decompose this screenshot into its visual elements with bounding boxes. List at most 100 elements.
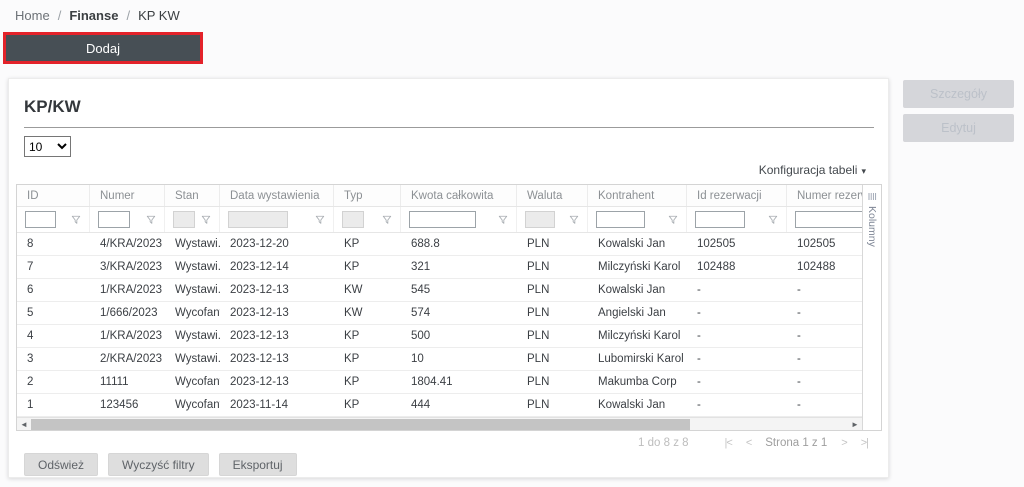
column-header-kontrahent[interactable]: Kontrahent	[588, 185, 687, 206]
edit-button[interactable]: Edytuj	[903, 114, 1014, 142]
cell-id: 2	[27, 376, 34, 388]
cell-typ: KP	[344, 376, 360, 388]
column-header-stan[interactable]: Stan	[165, 185, 220, 206]
filter-input-id-rezerwacji[interactable]	[695, 211, 745, 228]
cell-id-rezerwacji: -	[697, 284, 701, 296]
cell-data: 2023-12-13	[230, 330, 289, 342]
filter-funnel-icon[interactable]	[768, 215, 778, 225]
cell-stan: Wystawi...	[175, 284, 220, 296]
cell-stan: Wystawi...	[175, 353, 220, 365]
filter-cell-numer-rezerwacji	[787, 207, 862, 232]
breadcrumb-separator: /	[57, 8, 62, 23]
cell-stan: Wycofany	[175, 399, 220, 411]
filter-input-kwota[interactable]	[409, 211, 477, 228]
filter-cell-id	[17, 207, 90, 232]
cell-kontrahent: Makumba Corp	[598, 376, 677, 388]
filter-funnel-icon[interactable]	[315, 215, 325, 225]
cell-id: 3	[27, 353, 34, 365]
prev-page-icon[interactable]: <	[745, 437, 753, 449]
cell-kontrahent: Kowalski Jan	[598, 238, 666, 250]
cell-id-rezerwacji: -	[697, 399, 701, 411]
filter-input-id[interactable]	[25, 211, 56, 228]
table-row[interactable]: 6 1/KRA/2023 Wystawi... 2023-12-13 KW 54…	[17, 279, 862, 302]
filter-funnel-icon[interactable]	[71, 215, 81, 225]
cell-typ: KP	[344, 353, 360, 365]
table-row[interactable]: 4 1/KRA/2023 Wystawi... 2023-12-13 KP 50…	[17, 325, 862, 348]
cell-kontrahent: Milczyński Karol	[598, 330, 681, 342]
add-button[interactable]: Dodaj	[6, 35, 200, 61]
cell-waluta: PLN	[527, 261, 550, 273]
filter-funnel-icon[interactable]	[498, 215, 508, 225]
column-header-id-rezerwacji[interactable]: Id rezerwacji	[687, 185, 787, 206]
cell-numer: 123456	[100, 399, 139, 411]
page-size-select[interactable]: 10	[24, 136, 71, 157]
column-header-data-wystawienia[interactable]: Data wystawienia	[220, 185, 334, 206]
last-page-icon[interactable]: >|	[860, 437, 869, 449]
pagination: 1 do 8 z 8 |< < Strona 1 z 1 > >|	[638, 437, 869, 449]
cell-waluta: PLN	[527, 399, 550, 411]
filter-funnel-icon[interactable]	[201, 215, 211, 225]
scroll-right-icon[interactable]: ►	[851, 419, 859, 429]
cell-stan: Wystawi...	[175, 330, 220, 342]
side-actions: Szczegóły Edytuj	[903, 80, 1014, 142]
filter-input-kontrahent[interactable]	[596, 211, 646, 228]
breadcrumb-finanse[interactable]: Finanse	[69, 8, 119, 23]
cell-kwota: 574	[411, 307, 431, 319]
columns-panel-tab[interactable]: Kolumny	[862, 185, 881, 430]
cell-stan: Wystawi...	[175, 238, 220, 250]
column-header-waluta[interactable]: Waluta	[517, 185, 588, 206]
filter-input-numer[interactable]	[98, 211, 130, 228]
page-title: KP/KW	[24, 97, 81, 116]
cell-id-rezerwacji: -	[697, 376, 701, 388]
cell-waluta: PLN	[527, 238, 550, 250]
cell-id-rezerwacji: -	[697, 353, 701, 365]
h-scrollbar[interactable]: ◄ ►	[17, 417, 862, 430]
scroll-left-icon[interactable]: ◄	[20, 419, 28, 429]
chevron-down-icon: ▾	[861, 166, 866, 176]
cell-kwota: 500	[411, 330, 431, 342]
next-page-icon[interactable]: >	[841, 437, 848, 449]
filter-funnel-icon[interactable]	[382, 215, 392, 225]
cell-data: 2023-12-13	[230, 307, 289, 319]
cell-id-rezerwacji: 102488	[697, 261, 736, 273]
column-header-typ[interactable]: Typ	[334, 185, 401, 206]
table-row[interactable]: 2 11111 Wycofany 2023-12-13 KP 1804.41 P…	[17, 371, 862, 394]
cell-data: 2023-12-13	[230, 284, 289, 296]
column-header-kwota[interactable]: Kwota całkowita	[401, 185, 517, 206]
table-config-link[interactable]: Konfiguracja tabeli ▾	[759, 163, 866, 177]
table-row[interactable]: 5 1/666/2023 Wycofany 2023-12-13 KW 574 …	[17, 302, 862, 325]
clear-filters-button[interactable]: Wyczyść filtry	[108, 453, 209, 476]
filter-funnel-icon[interactable]	[569, 215, 579, 225]
footer-actions: Odśwież Wyczyść filtry Eksportuj	[24, 453, 297, 476]
refresh-button[interactable]: Odśwież	[24, 453, 99, 476]
table-filter-row	[17, 207, 862, 233]
table-header-row: ID Numer Stan Data wystawienia Typ Kwota…	[17, 185, 862, 207]
breadcrumb-home[interactable]: Home	[15, 8, 50, 23]
cell-typ: KP	[344, 261, 360, 273]
cell-id-rezerwacji: 102505	[697, 238, 736, 250]
column-header-numer[interactable]: Numer	[90, 185, 165, 206]
table-row[interactable]: 7 3/KRA/2023 Wystawi... 2023-12-14 KP 32…	[17, 256, 862, 279]
filter-cell-kwota	[401, 207, 517, 232]
cell-data: 2023-12-14	[230, 261, 289, 273]
filter-input-numer-rezerwacji[interactable]	[795, 211, 862, 228]
filter-funnel-icon[interactable]	[668, 215, 678, 225]
h-scrollbar-thumb[interactable]	[31, 419, 691, 430]
cell-numer-rezerwacji: -	[797, 284, 801, 296]
cell-id: 7	[27, 261, 34, 273]
cell-waluta: PLN	[527, 376, 550, 388]
cell-id: 5	[27, 307, 34, 319]
table-row[interactable]: 8 4/KRA/2023 Wystawi... 2023-12-20 KP 68…	[17, 233, 862, 256]
export-button[interactable]: Eksportuj	[218, 453, 297, 476]
filter-funnel-icon[interactable]	[146, 215, 156, 225]
column-header-id[interactable]: ID	[17, 185, 90, 206]
table-row[interactable]: 1 123456 Wycofany 2023-11-14 KP 444 PLN …	[17, 394, 862, 417]
cell-kwota: 321	[411, 261, 431, 273]
cell-numer: 11111	[100, 376, 129, 388]
first-page-icon[interactable]: |<	[724, 437, 733, 449]
breadcrumb: Home / Finanse / KP KW	[0, 0, 1024, 23]
cell-numer: 3/KRA/2023	[100, 261, 163, 273]
column-header-numer-rezerwacji[interactable]: Numer rezerwacji	[787, 185, 862, 206]
table-row[interactable]: 3 2/KRA/2023 Wystawi... 2023-12-13 KP 10…	[17, 348, 862, 371]
details-button[interactable]: Szczegóły	[903, 80, 1014, 108]
